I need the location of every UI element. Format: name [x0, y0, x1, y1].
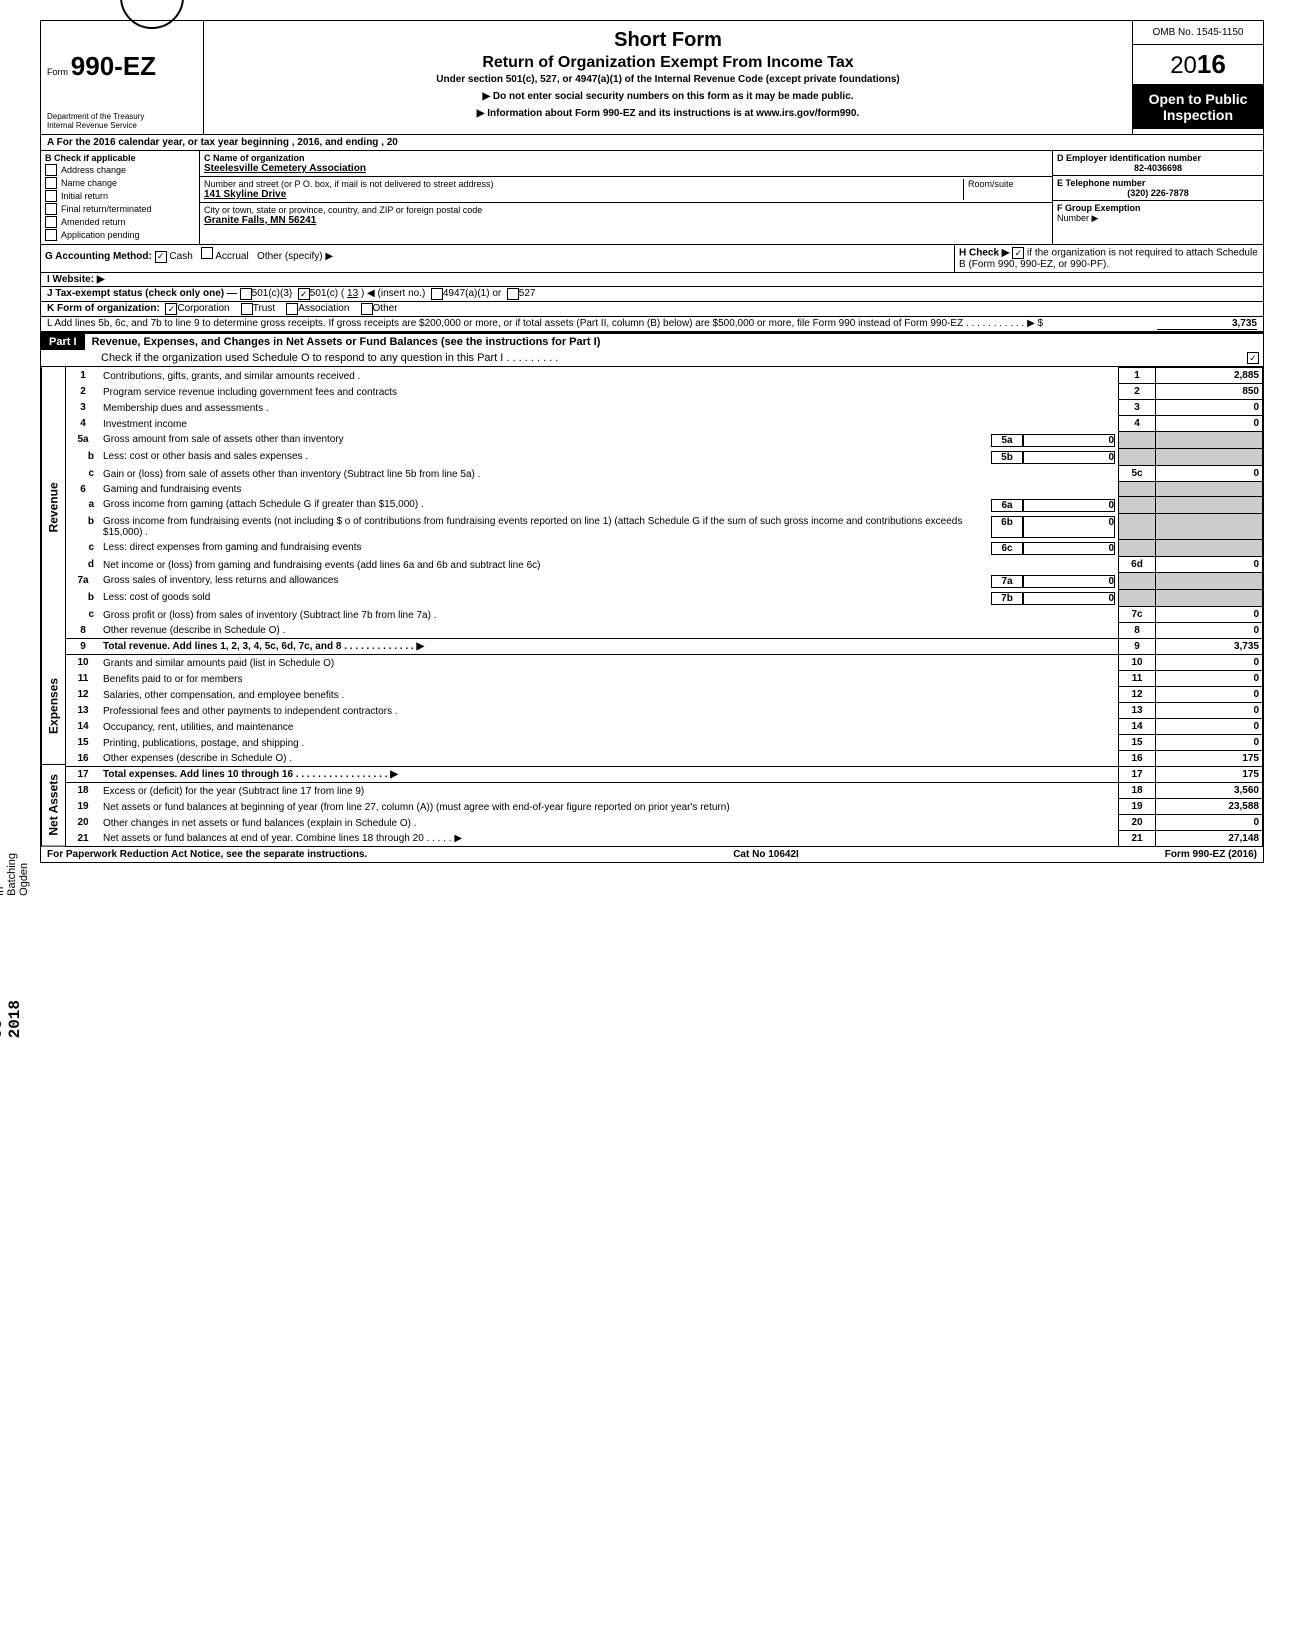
revenue-label: Revenue	[41, 367, 65, 647]
checkbox-501c3[interactable]	[240, 288, 252, 300]
line-j: J Tax-exempt status (check only one) — 5…	[41, 287, 1263, 302]
phone: (320) 226-7878	[1057, 188, 1259, 198]
checkbox-assoc[interactable]	[286, 303, 298, 315]
checkbox-527[interactable]	[507, 288, 519, 300]
omb-number: OMB No. 1545-1150	[1133, 21, 1263, 45]
header: Form 990-EZ Department of the Treasury I…	[41, 21, 1263, 135]
part-i-header: Part I Revenue, Expenses, and Changes in…	[41, 332, 1263, 367]
checkbox-accrual[interactable]	[201, 247, 213, 259]
main-table: Revenue Expenses Net Assets 1Contributio…	[41, 367, 1263, 847]
street-address: 141 Skyline Drive	[204, 189, 963, 200]
form-title: Short Form	[214, 29, 1122, 52]
form-subtitle: Return of Organization Exempt From Incom…	[214, 54, 1122, 72]
checkbox-pending[interactable]	[45, 229, 57, 241]
gross-receipts: 3,735	[1157, 318, 1257, 330]
tax-year: 2016	[1133, 45, 1263, 85]
document-number: 29492251081218	[983, 0, 1294, 1]
checkbox-4947[interactable]	[431, 288, 443, 300]
netassets-label: Net Assets	[41, 765, 65, 847]
checkbox-address[interactable]	[45, 164, 57, 176]
line-k: K Form of organization: ✓ Corporation Tr…	[41, 302, 1263, 317]
footer: For Paperwork Reduction Act Notice, see …	[41, 847, 1263, 862]
title-box: Short Form Return of Organization Exempt…	[204, 21, 1132, 134]
checkbox-final[interactable]	[45, 203, 57, 215]
org-name: Steelesville Cemetery Association	[204, 163, 1048, 174]
checkbox-other[interactable]	[361, 303, 373, 315]
section-d-e-f: D Employer identification number 82-4036…	[1052, 151, 1263, 244]
received-stamp: 19 Received InBatching Ogden	[0, 850, 30, 896]
expenses-label: Expenses	[41, 647, 65, 765]
line-a: A For the 2016 calendar year, or tax yea…	[41, 135, 1263, 151]
form-number-box: Form 990-EZ Department of the Treasury I…	[41, 21, 204, 134]
inspection-badge: Open to Public Inspection	[1133, 85, 1263, 129]
line-l: L Add lines 5b, 6c, and 7b to line 9 to …	[41, 317, 1263, 332]
date-stamp: SEP 05 2018	[0, 1000, 24, 1038]
checkbox-trust[interactable]	[241, 303, 253, 315]
checkbox-amended[interactable]	[45, 216, 57, 228]
info-block: B Check if applicable Address change Nam…	[41, 151, 1263, 245]
checkbox-name[interactable]	[45, 177, 57, 189]
line-i: I Website: ▶	[41, 273, 1263, 287]
line-g-h: G Accounting Method: ✓ Cash Accrual Othe…	[41, 245, 1263, 273]
form-page: Form 990-EZ Department of the Treasury I…	[40, 20, 1264, 863]
city-state-zip: Granite Falls, MN 56241	[204, 215, 1048, 226]
section-b: B Check if applicable Address change Nam…	[41, 151, 200, 244]
checkbox-initial[interactable]	[45, 190, 57, 202]
checkbox-schedule-o[interactable]: ✓	[1247, 352, 1259, 364]
checkbox-h[interactable]: ✓	[1012, 247, 1024, 259]
right-header-box: OMB No. 1545-1150 2016 Open to Public In…	[1132, 21, 1263, 134]
ein: 82-4036698	[1057, 163, 1259, 173]
section-c: C Name of organization Steelesville Ceme…	[200, 151, 1052, 244]
checkbox-cash[interactable]: ✓	[155, 251, 167, 263]
checkbox-501c[interactable]: ✓	[298, 288, 310, 300]
checkbox-corp[interactable]: ✓	[165, 303, 177, 315]
